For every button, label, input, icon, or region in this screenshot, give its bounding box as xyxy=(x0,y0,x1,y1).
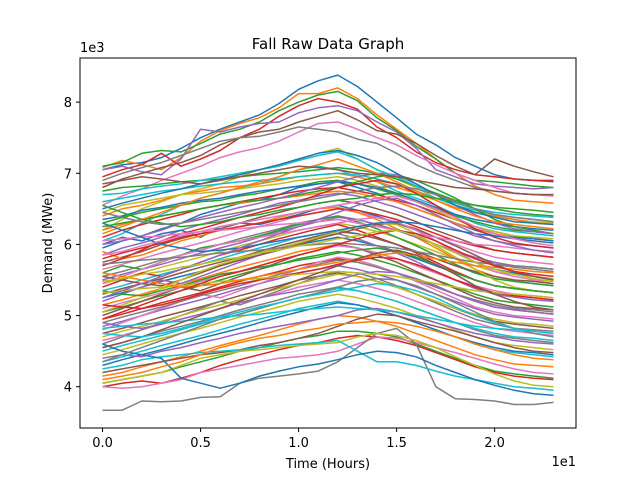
series-line-s58 xyxy=(102,327,554,411)
series-line-s56 xyxy=(102,313,554,374)
x-axis-scale-label: 1e1 xyxy=(551,455,576,470)
chart-title: Fall Raw Data Graph xyxy=(252,35,404,53)
series-line-s76 xyxy=(102,165,554,196)
series-line-s81 xyxy=(102,220,554,253)
series-line-s82 xyxy=(102,252,554,288)
series-line-s44 xyxy=(102,208,554,260)
series-line-s74 xyxy=(102,256,554,310)
series-line-s51 xyxy=(102,302,554,367)
series-line-s90 xyxy=(102,282,554,338)
y-tick-label: 4 xyxy=(64,381,72,396)
series-line-day-high-6 xyxy=(102,109,554,189)
series-line-day-high-1 xyxy=(102,74,554,183)
series-line-s59 xyxy=(102,332,554,388)
series-line-s64 xyxy=(102,179,554,267)
series-line-s49 xyxy=(102,273,554,338)
series-line-s62 xyxy=(102,320,554,381)
series-line-s83 xyxy=(102,192,554,228)
series-line-s78 xyxy=(102,242,554,271)
series-line-s68 xyxy=(102,277,554,363)
series-line-s89 xyxy=(102,229,554,283)
series-line-s75 xyxy=(102,270,554,330)
series-line-s28 xyxy=(102,286,554,349)
series-line-s84 xyxy=(102,229,554,320)
series-line-s48 xyxy=(102,259,554,324)
x-axis-label: Time (Hours) xyxy=(285,457,370,472)
y-axis-label: Demand (MWe) xyxy=(41,193,56,294)
x-tick-label: 1.0 xyxy=(288,436,309,451)
series-line-s86 xyxy=(102,249,554,349)
series-line-s87 xyxy=(102,195,554,256)
series-line-s41 xyxy=(102,181,554,231)
series-line-s54 xyxy=(102,334,554,388)
y-axis-ticks: 4 5 6 7 8 xyxy=(64,96,80,396)
x-tick-label: 0.0 xyxy=(92,436,113,451)
series-line-s69 xyxy=(102,222,554,313)
series-line-s77 xyxy=(102,218,554,253)
y-tick-label: 7 xyxy=(64,167,72,182)
series-line-s65 xyxy=(102,172,554,246)
series-line-s45 xyxy=(102,216,554,281)
series-line-s71 xyxy=(102,149,554,226)
series-line-s72 xyxy=(102,158,554,235)
series-line-s88 xyxy=(102,185,554,226)
x-tick-label: 0.5 xyxy=(190,436,211,451)
y-tick-label: 5 xyxy=(64,310,72,325)
plot-frame xyxy=(79,57,577,429)
y-axis-scale-label: 1e3 xyxy=(80,41,105,56)
series-line-day-high-7 xyxy=(102,121,554,206)
series-line-day-high-3 xyxy=(102,90,554,189)
series-line-s80 xyxy=(102,306,554,335)
x-tick-label: 2.0 xyxy=(484,436,505,451)
series-line-s85 xyxy=(102,197,554,299)
y-tick-label: 8 xyxy=(64,96,72,111)
x-tick-label: 1.5 xyxy=(386,436,407,451)
series-line-s55 xyxy=(102,307,554,360)
x-axis-ticks: 0.0 0.5 1.0 1.5 2.0 xyxy=(92,428,505,451)
series-line-s63 xyxy=(102,173,554,235)
series-line-day-high-8 xyxy=(102,126,554,196)
plot-lines xyxy=(102,74,554,411)
series-line-s57 xyxy=(102,336,554,389)
series-line-day-high-5 xyxy=(102,104,554,190)
series-line-s61 xyxy=(102,343,554,397)
y-tick-label: 6 xyxy=(64,238,72,253)
